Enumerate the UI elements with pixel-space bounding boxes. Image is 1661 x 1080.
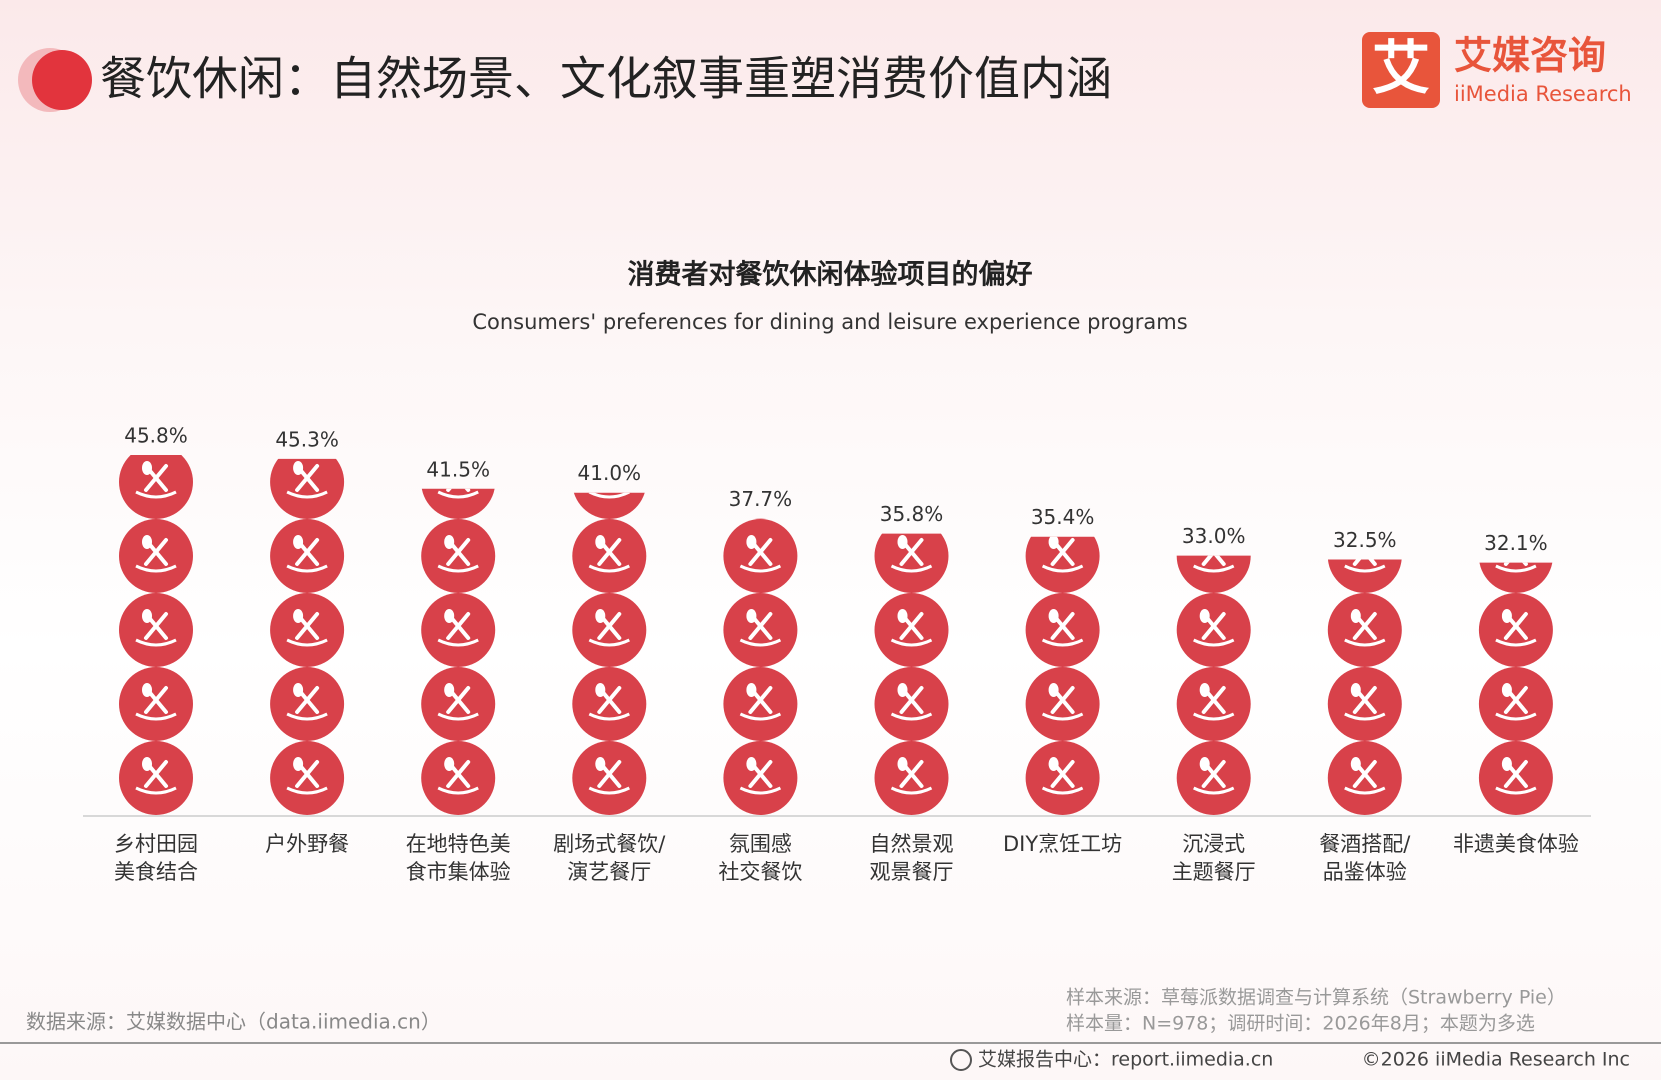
pictogram-column xyxy=(723,518,798,815)
copyright: ©2026 iiMedia Research Inc xyxy=(1362,1049,1630,1071)
category-label: 户外野餐 xyxy=(265,832,350,856)
value-label: 33.0% xyxy=(1182,524,1246,548)
value-label: 35.4% xyxy=(1031,505,1095,529)
report-icon xyxy=(950,1049,972,1071)
category-label: 氛围感 社交餐饮 xyxy=(718,832,803,884)
chart-subtitle: Consumers' preferences for dining and le… xyxy=(472,310,1187,334)
sample-source: 样本来源：草莓派数据调查与计算系统（Strawberry Pie） xyxy=(1066,987,1566,1009)
value-label: 35.8% xyxy=(880,502,944,526)
source: 数据来源：艾媒数据中心（data.iimedia.cn） xyxy=(26,1010,441,1034)
category-label: 乡村田园 美食结合 xyxy=(114,832,198,884)
value-label: 37.7% xyxy=(729,487,793,511)
pictogram-column xyxy=(1025,536,1100,815)
category-label: 沉浸式 主题餐厅 xyxy=(1171,832,1256,884)
category-label: DIY烹饪工坊 xyxy=(1002,832,1123,856)
pictogram-column xyxy=(874,533,949,815)
logo-name: 艾媒咨询 xyxy=(1454,34,1606,78)
chart-title: 消费者对餐饮休闲体验项目的偏好 xyxy=(628,259,1033,291)
value-label: 45.8% xyxy=(124,424,188,448)
value-label: 32.5% xyxy=(1333,528,1397,552)
category-label: 自然景观 观景餐厅 xyxy=(869,832,954,884)
pictogram-column xyxy=(1176,555,1251,815)
report-center: 艾媒报告中心：report.iimedia.cn xyxy=(978,1049,1273,1071)
page-title: 餐饮休闲：自然场景、文化叙事重塑消费价值内涵 xyxy=(100,52,1112,106)
value-label: 45.3% xyxy=(275,427,339,451)
logo-en: iiMedia Research xyxy=(1454,82,1632,106)
pictogram-column xyxy=(1478,562,1553,815)
pictogram-column xyxy=(270,458,345,815)
logo-mark: 艾 xyxy=(1372,34,1430,102)
category-label: 剧场式餐饮/ 演艺餐厅 xyxy=(553,832,666,884)
category-label: 餐酒搭配/ 品鉴体验 xyxy=(1319,832,1411,884)
pictogram-column xyxy=(421,488,496,815)
pictogram-column xyxy=(119,455,193,815)
pictogram-column xyxy=(1327,559,1402,815)
category-label: 非遗美食体验 xyxy=(1452,832,1579,856)
pictogram-column xyxy=(572,492,647,815)
logo-box xyxy=(1362,32,1440,108)
value-label: 41.5% xyxy=(426,457,490,481)
title-dot xyxy=(32,50,92,110)
category-label: 在地特色美 食市集体验 xyxy=(405,832,511,884)
value-label: 41.0% xyxy=(578,461,642,485)
sample-info: 样本量：N=978；调研时间：2026年8月；本题为多选 xyxy=(1066,1013,1535,1035)
value-label: 32.1% xyxy=(1484,531,1548,555)
